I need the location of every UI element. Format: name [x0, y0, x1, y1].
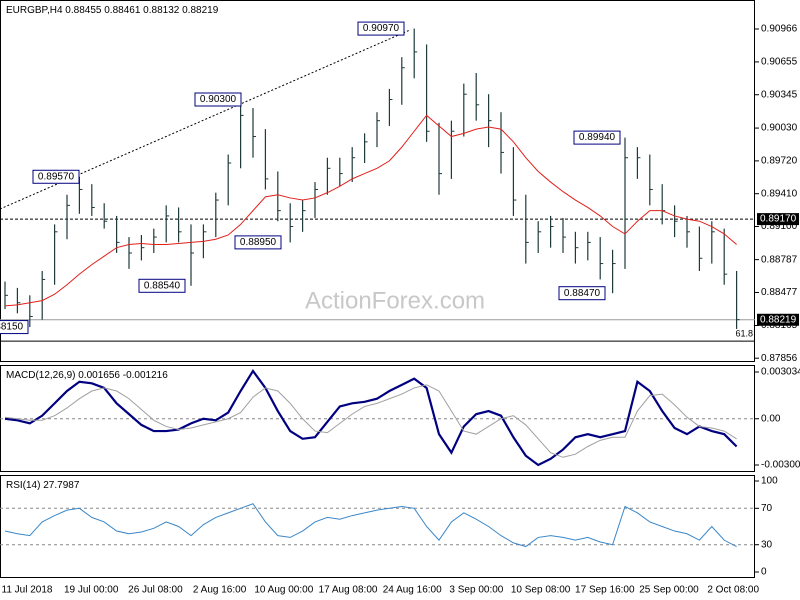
- annotation-label: 0.89570: [38, 171, 75, 182]
- rsi-panel: [0, 475, 755, 578]
- y-tick-label: 0.90345: [761, 89, 798, 100]
- y-tick-label: 30: [761, 539, 773, 550]
- series-line: [4, 369, 738, 467]
- quote-value: 0.88219: [182, 5, 219, 16]
- x-tick-label: 17 Sep 16:00: [575, 585, 635, 596]
- series-line: [4, 114, 737, 307]
- fib-label: 61.8: [735, 329, 753, 339]
- y-tick-label: 0.90655: [761, 57, 798, 68]
- readout-value: 27.7987: [43, 480, 80, 491]
- readout-value: 0.001656: [78, 370, 120, 381]
- x-tick-label: 11 Jul 2018: [2, 585, 53, 596]
- level-label-box: [757, 313, 799, 326]
- y-tick-label: 0: [761, 567, 767, 578]
- level-label-box: [757, 213, 799, 226]
- indicator-name: RSI(14): [6, 480, 40, 491]
- x-tick-label: 24 Aug 16:00: [383, 585, 442, 596]
- annotation-label: 0.88540: [144, 280, 181, 291]
- x-tick-label: 3 Sep 00:00: [449, 585, 503, 596]
- x-tick-label: 2 Oct 08:00: [707, 585, 759, 596]
- annotation-box: [32, 169, 80, 184]
- y-tick-label: 70: [761, 503, 773, 514]
- annotation-box: [138, 278, 186, 293]
- y-tick-label: 0.90966: [761, 24, 798, 35]
- annotation-box: [573, 130, 621, 145]
- indicator-name: EURGBP,H4: [6, 5, 63, 16]
- y-tick-label: 100: [761, 476, 778, 487]
- x-tick-label: 17 Aug 08:00: [319, 585, 378, 596]
- annotation-label: 0.88470: [564, 288, 601, 299]
- y-tick-label: 0.88477: [761, 287, 798, 298]
- y-tick-label: 0.87856: [761, 353, 798, 364]
- price-panel: [0, 0, 755, 362]
- y-tick-label: 0.00: [761, 413, 781, 424]
- panel-title: EURGBP,H4 0.88455 0.88461 0.88132 0.8821…: [6, 5, 219, 16]
- readout-value: -0.001216: [123, 370, 168, 381]
- x-tick-label: 25 Sep 00:00: [639, 585, 699, 596]
- annotation-label: 0.90300: [200, 94, 237, 105]
- level-label: 0.88219: [760, 314, 797, 325]
- quote-value: 0.88455: [65, 5, 102, 16]
- x-tick-label: 26 Jul 08:00: [128, 585, 183, 596]
- trend-line: [0, 29, 411, 210]
- y-tick-label: 0.89410: [761, 188, 798, 199]
- series-line: [4, 384, 737, 458]
- x-tick-label: 10 Sep 08:00: [511, 585, 571, 596]
- x-tick-label: 10 Aug 00:00: [254, 585, 313, 596]
- x-tick-label: 19 Jul 00:00: [64, 585, 119, 596]
- y-tick-label: 0.89100: [761, 221, 798, 232]
- annotation-label: 0.90970: [363, 23, 400, 34]
- y-tick-label: 0.88787: [761, 254, 798, 265]
- y-tick-label: 0.003034: [761, 367, 800, 378]
- annotation-box: [0, 320, 29, 335]
- indicator-name: MACD(12,26,9): [6, 370, 75, 381]
- annotation-label: 0.89940: [579, 132, 616, 143]
- y-tick-label: -0.003001: [761, 460, 800, 471]
- quote-value: 0.88132: [143, 5, 180, 16]
- series-line: [4, 503, 737, 548]
- y-tick-label: 0.89720: [761, 156, 798, 167]
- annotation-box: [234, 235, 282, 250]
- annotation-label: 0.88950: [240, 237, 277, 248]
- annotation-label: 0.88150: [0, 322, 24, 333]
- x-tick-label: 2 Aug 16:00: [193, 585, 247, 596]
- macd-panel: [0, 365, 755, 472]
- watermark: ActionForex.com: [305, 287, 485, 314]
- annotation-box: [194, 92, 242, 107]
- panel-title: MACD(12,26,9) 0.001656 -0.001216: [6, 370, 168, 381]
- annotation-box: [558, 286, 606, 301]
- annotation-box: [357, 21, 405, 36]
- y-tick-label: 0.90030: [761, 123, 798, 134]
- quote-value: 0.88461: [104, 5, 141, 16]
- panel-title: RSI(14) 27.7987: [6, 480, 80, 491]
- level-label: 0.89170: [760, 214, 797, 225]
